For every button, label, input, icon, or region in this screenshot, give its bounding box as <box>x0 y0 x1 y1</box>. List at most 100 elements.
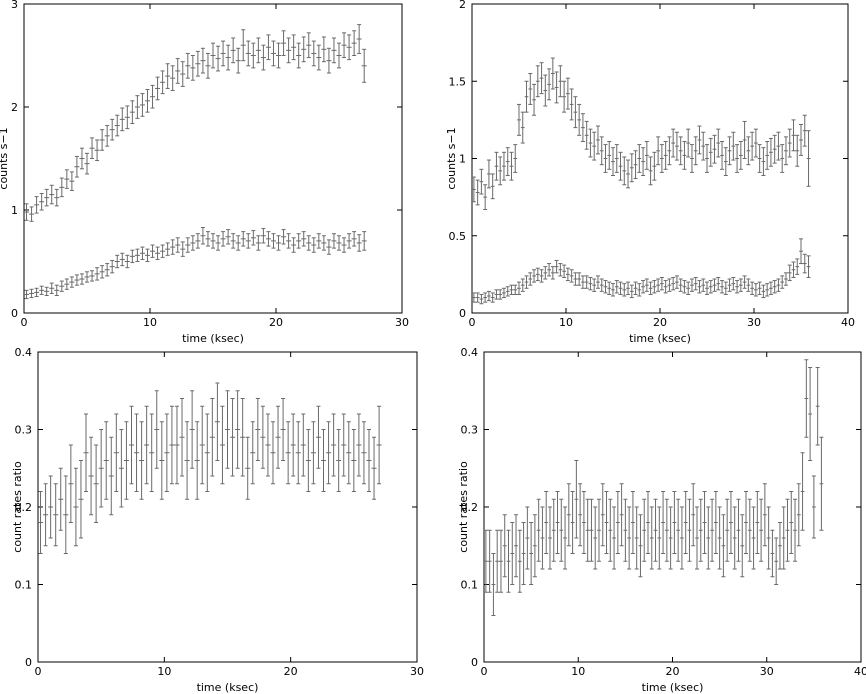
data-point <box>336 42 342 69</box>
data-point <box>235 47 241 74</box>
data-point <box>199 405 205 485</box>
data-point <box>510 522 515 585</box>
data-point <box>155 246 161 260</box>
data-point <box>513 144 518 173</box>
data-point <box>747 498 752 562</box>
data-point <box>766 506 771 570</box>
data-point <box>479 293 484 305</box>
data-point <box>802 253 807 274</box>
plot-frame <box>23 3 403 314</box>
data-point <box>599 136 604 166</box>
data-point <box>49 282 55 294</box>
data-point <box>139 93 145 117</box>
data-point <box>64 169 70 189</box>
data-point <box>301 36 307 63</box>
data-point <box>701 131 706 161</box>
data-point <box>170 65 176 92</box>
y-tick-label: 0.3 <box>461 424 479 437</box>
data-point <box>668 506 673 570</box>
data-point <box>219 405 225 485</box>
data-point <box>169 405 175 485</box>
data-point <box>806 130 811 187</box>
data-point <box>331 233 337 249</box>
y-tick-label: 0.1 <box>461 579 479 592</box>
data-point <box>720 280 725 294</box>
data-point <box>240 29 246 62</box>
data-point <box>160 244 166 258</box>
data-point <box>573 272 578 286</box>
data-series-1 <box>483 359 824 616</box>
data-point <box>74 155 80 178</box>
data-point <box>356 24 362 54</box>
data-point <box>88 436 94 516</box>
data-point <box>306 235 312 251</box>
data-point <box>780 275 785 289</box>
data-point <box>194 421 200 500</box>
x-tick-label: 0 <box>469 316 476 329</box>
data-point <box>791 261 796 278</box>
data-point <box>123 421 129 500</box>
data-point <box>659 276 664 291</box>
data-point <box>321 235 327 251</box>
data-point <box>44 286 50 296</box>
data-point <box>614 280 619 294</box>
data-point <box>471 176 476 203</box>
data-point <box>291 34 297 61</box>
data-point <box>250 421 256 485</box>
data-point <box>708 280 713 294</box>
data-point <box>260 44 266 71</box>
data-point <box>114 254 120 269</box>
data-point <box>486 290 491 302</box>
data-point <box>109 259 115 274</box>
data-point <box>783 136 788 166</box>
data-point <box>777 522 782 570</box>
data-point <box>554 71 559 104</box>
chart-panel-4: 0 10 20 30 40 0 0.1 0.2 0.3 0.4 time (ksec) count r… <box>457 346 866 694</box>
x-tick-label: 20 <box>284 665 298 678</box>
data-point <box>341 413 347 477</box>
data-point <box>588 276 593 291</box>
data-point <box>159 421 165 500</box>
data-point <box>525 506 530 570</box>
data-point <box>671 276 676 291</box>
data-point <box>629 153 634 183</box>
data-point <box>645 491 650 554</box>
y-tick-label: 1 <box>459 153 466 166</box>
data-point <box>731 131 736 161</box>
data-point <box>731 276 736 291</box>
data-point <box>705 144 709 173</box>
y-tick-label: 0 <box>471 656 478 669</box>
x-axis-label: time (ksec) <box>629 332 691 345</box>
data-point <box>69 276 75 288</box>
data-point <box>270 421 276 485</box>
data-point <box>134 95 140 119</box>
data-point <box>513 284 518 295</box>
data-point <box>562 264 567 278</box>
data-point <box>265 34 271 61</box>
data-point <box>517 281 521 295</box>
data-point <box>693 276 698 291</box>
data-point <box>58 467 64 531</box>
data-point <box>710 498 715 562</box>
x-tick-label: 20 <box>653 316 667 329</box>
data-point <box>200 47 206 74</box>
data-point <box>59 177 65 198</box>
data-point <box>276 235 282 251</box>
data-point <box>678 136 683 166</box>
data-point <box>753 128 758 158</box>
data-point <box>255 235 261 251</box>
data-point <box>154 390 160 469</box>
data-point <box>713 491 718 554</box>
data-point <box>280 398 286 461</box>
data-point <box>524 275 529 289</box>
data-point <box>255 398 261 461</box>
data-point <box>170 239 176 255</box>
data-point <box>214 382 220 461</box>
data-point <box>689 144 694 173</box>
data-point <box>94 139 100 162</box>
data-point <box>789 491 794 554</box>
data-point <box>331 413 337 477</box>
data-point <box>326 47 332 74</box>
data-point <box>595 125 600 155</box>
data-point <box>657 506 662 570</box>
